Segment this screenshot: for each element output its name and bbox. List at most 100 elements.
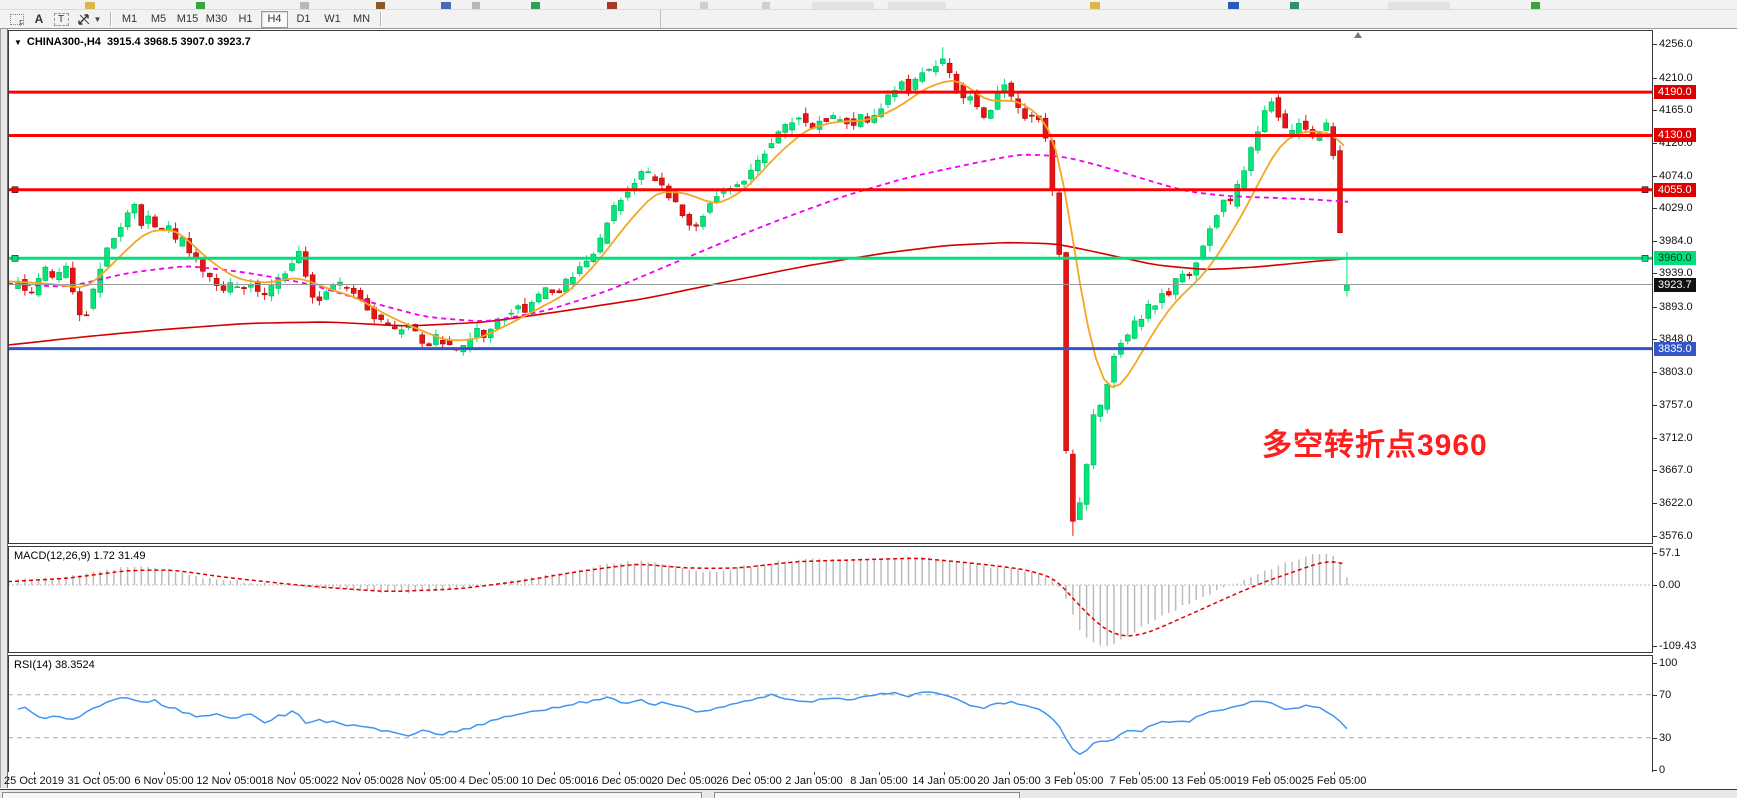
chart-annotation-text[interactable]: 多空转折点3960 [1262, 429, 1488, 462]
chart-tab-partial[interactable] [2, 792, 702, 798]
timeframe-button-d1[interactable]: D1 [296, 13, 311, 25]
axis-tick-label: 4210.0 [1659, 71, 1693, 84]
time-axis[interactable]: 25 Oct 2019 31 Oct 05:00 6 Nov 05:00 12 Nov… [4, 772, 1653, 789]
price-line-label: 4130.0 [1654, 128, 1696, 143]
axis-tick-label: 3667.0 [1659, 464, 1693, 477]
axis-tick-mark [1652, 142, 1657, 144]
axis-tick-label: 4074.0 [1659, 169, 1693, 182]
time-axis-label: 10 Dec 05:00 [521, 775, 587, 787]
axis-tick-mark [1652, 646, 1657, 648]
macd-panel-canvas[interactable] [8, 546, 1653, 653]
axis-tick-mark [1652, 502, 1657, 504]
axis-tick-mark [1652, 339, 1657, 341]
time-tick-mark [619, 772, 620, 775]
time-tick-mark [99, 772, 100, 775]
toolbar-icon-fragment [531, 2, 540, 9]
time-tick-mark [424, 772, 425, 775]
timeframe-button-m5[interactable]: M5 [150, 13, 167, 25]
symbol-title[interactable]: ▼ CHINA300-,H4 3915.4 3968.5 3907.0 3923.… [14, 36, 251, 48]
axis-tick-label: 3622.0 [1659, 496, 1693, 509]
timeframe-button-mn[interactable]: MN [352, 13, 371, 25]
timeframe-button-m1[interactable]: M1 [121, 13, 138, 25]
docked-grid-icon[interactable]: F [6, 11, 28, 28]
axis-tick-label: 4256.0 [1659, 38, 1693, 51]
axis-tick-label: 3984.0 [1659, 234, 1693, 247]
time-axis-label: 13 Feb 05:00 [1171, 775, 1237, 787]
axis-tick-label: 3576.0 [1659, 529, 1693, 542]
toolbar-icon-fragment [85, 2, 95, 9]
axis-tick-label: 4029.0 [1659, 202, 1693, 215]
axis-tick-label: -109.43 [1659, 640, 1697, 653]
axis-tick-mark [1652, 404, 1657, 406]
timeframe-button-h4[interactable]: H4 [261, 10, 288, 28]
axis-tick-label: 0.00 [1659, 578, 1681, 591]
axis-tick-mark [1652, 306, 1657, 308]
timeframe-button-m30[interactable]: M30 [205, 13, 228, 25]
symbol-dropdown-icon[interactable]: ▼ [14, 38, 22, 47]
toolbar-icon-fragment [1090, 2, 1100, 9]
time-tick-mark [229, 772, 230, 775]
main-chart-canvas[interactable] [8, 30, 1653, 544]
time-tick-mark [1269, 772, 1270, 775]
chart-tab-partial[interactable] [714, 792, 1020, 798]
axis-tick-label: 30 [1659, 731, 1672, 744]
axis-tick-mark [1652, 371, 1657, 373]
toolbar-row: F A T ▼ M1 M5 M15 M30 H1 H4 D1 W1 MN [0, 10, 1737, 29]
axis-tick-mark [1652, 208, 1657, 210]
bottom-tab-strip-partial [0, 789, 1737, 798]
toolbar-icon-fragment [1228, 2, 1239, 9]
axis-tick-label: 3939.0 [1659, 267, 1693, 280]
axis-tick-mark [1652, 470, 1657, 472]
time-axis-label: 14 Jan 05:00 [912, 775, 976, 787]
axis-tick-label: 57.1 [1659, 547, 1681, 559]
axis-tick-mark [1652, 662, 1657, 664]
axis-tick-mark [1652, 584, 1657, 586]
cursor-mode-button[interactable]: ▼ [72, 11, 106, 27]
price-line-label: 4055.0 [1654, 182, 1696, 197]
time-tick-mark [1009, 772, 1010, 775]
axis-tick-label: 70 [1659, 688, 1672, 701]
time-axis-label: 7 Feb 05:00 [1109, 775, 1169, 787]
macd-indicator-label: MACD(12,26,9) 1.72 31.49 [14, 550, 146, 562]
axis-tick-mark [1652, 110, 1657, 112]
axis-tick-label: 3757.0 [1659, 398, 1693, 411]
timeframe-button-w1[interactable]: W1 [324, 13, 341, 25]
symbol-ohlc: 3915.4 3968.5 3907.0 3923.7 [107, 36, 251, 48]
time-tick-mark [684, 772, 685, 775]
window-left-edge [0, 29, 8, 788]
toolbar-group: F A T ▼ M1 M5 M15 M30 H1 H4 D1 W1 MN [0, 10, 661, 28]
time-axis-label: 19 Feb 05:00 [1236, 775, 1302, 787]
axis-tick-label: 4165.0 [1659, 104, 1693, 117]
time-tick-mark [164, 772, 165, 775]
axis-tick-mark [1652, 553, 1657, 554]
grid-letter: F [19, 18, 24, 28]
time-axis-label: 25 Feb 05:00 [1301, 775, 1367, 787]
timeframe-button-m15[interactable]: M15 [176, 13, 199, 25]
time-axis-label: 25 Oct 2019 [4, 775, 64, 787]
toolbar-icon-fragment [700, 2, 708, 9]
time-axis-label: 20 Jan 05:00 [977, 775, 1041, 787]
time-axis-label: 8 Jan 05:00 [850, 775, 908, 787]
axis-tick-mark [1652, 535, 1657, 537]
text-tool-button[interactable]: A [28, 11, 50, 27]
label-tool-button[interactable]: T [50, 11, 72, 27]
time-axis-label: 6 Nov 05:00 [134, 775, 194, 787]
time-tick-mark [294, 772, 295, 775]
toolbar-icon-fragment [1290, 2, 1299, 9]
price-line-label: 3835.0 [1654, 341, 1696, 356]
rsi-panel-canvas[interactable] [8, 655, 1653, 773]
label-tool-letter: T [57, 13, 65, 25]
time-tick-mark [749, 772, 750, 775]
current-price-label: 3923.7 [1654, 277, 1696, 292]
axis-tick-mark [1652, 77, 1657, 79]
toolbar-icon-fragment [762, 2, 770, 9]
timeframe-button-h1[interactable]: H1 [238, 13, 253, 25]
time-axis-label: 20 Dec 05:00 [651, 775, 717, 787]
price-line-label: 4190.0 [1654, 85, 1696, 100]
symbol-name: CHINA300-,H4 [26, 36, 101, 48]
price-axis-area [1653, 29, 1737, 788]
toolbar-icon-fragment [1531, 2, 1540, 9]
axis-tick-label: 0 [1659, 763, 1666, 776]
time-axis-label: 3 Feb 05:00 [1044, 775, 1104, 787]
time-tick-mark [944, 772, 945, 775]
